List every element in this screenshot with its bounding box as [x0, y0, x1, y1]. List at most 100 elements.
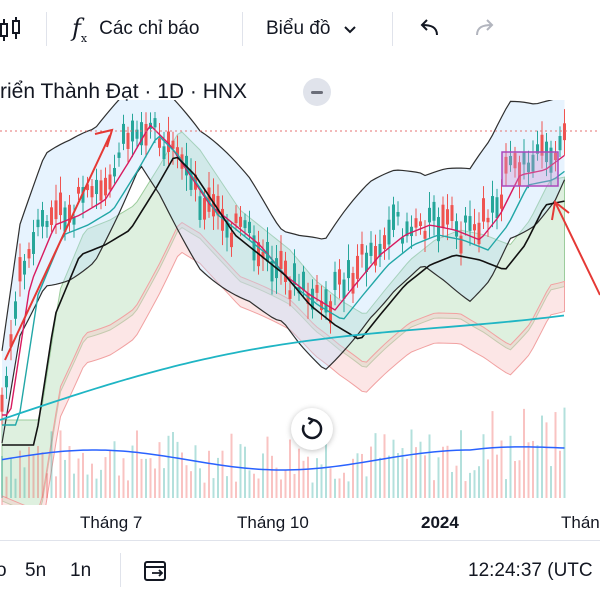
volume-bar — [77, 458, 80, 498]
volume-bar — [284, 470, 287, 498]
symbol-title[interactable]: riển Thành Đạt · 1D · HNX — [0, 80, 248, 103]
volume-bar — [104, 457, 107, 498]
volume-bar — [514, 461, 516, 498]
candle-body — [243, 220, 247, 229]
candle-body — [518, 162, 521, 186]
range-5n-button[interactable]: 5n — [25, 560, 47, 581]
candle-body — [225, 220, 229, 238]
volume-bar — [212, 478, 215, 498]
candle-body — [234, 213, 238, 224]
volume-bar — [289, 439, 291, 498]
volume-bar — [410, 429, 413, 498]
clock-time[interactable]: 12:24:37 (UTC — [468, 560, 593, 581]
volume-bar — [311, 482, 314, 498]
candle-body — [446, 209, 449, 225]
volume-bar — [46, 473, 48, 498]
volume-bar — [518, 460, 521, 498]
candle-body — [347, 260, 350, 279]
volume-bar — [32, 455, 35, 498]
reset-chart-button[interactable] — [291, 408, 333, 450]
goto-date-icon[interactable] — [143, 541, 169, 601]
undo-icon[interactable] — [416, 0, 442, 58]
candle-body — [423, 230, 427, 239]
volume-bar — [365, 476, 368, 498]
highlight-box — [501, 151, 559, 187]
candle-body — [419, 221, 422, 226]
redo-icon[interactable] — [472, 0, 498, 58]
candle-body — [198, 196, 202, 220]
candle-body — [491, 196, 494, 213]
range-partial[interactable]: o — [0, 560, 7, 581]
volume-bar — [392, 439, 395, 498]
candle-body — [90, 186, 94, 198]
candle-body — [455, 221, 458, 237]
volume-bar — [82, 452, 84, 498]
candle-body — [23, 260, 26, 275]
collapse-legend-button[interactable] — [303, 78, 331, 106]
candle-body — [468, 216, 472, 231]
candle-body — [495, 197, 499, 219]
candle-body — [464, 215, 467, 223]
candle-body — [261, 251, 265, 259]
volume-bar — [541, 415, 543, 498]
range-1n-button[interactable]: 1n — [70, 560, 92, 581]
volume-bar — [131, 445, 134, 498]
volume-bar — [455, 465, 458, 498]
volume-bar — [23, 467, 26, 498]
volume-bar — [226, 476, 228, 498]
volume-bar — [136, 430, 138, 498]
candle-body — [333, 271, 337, 291]
volume-bar — [532, 440, 534, 498]
candles-icon[interactable] — [0, 0, 26, 58]
price-chart[interactable] — [0, 100, 600, 505]
candle-body — [563, 123, 566, 141]
volume-bar — [239, 444, 242, 498]
volume-bar — [280, 479, 282, 498]
volume-bar — [253, 473, 255, 498]
candle-body — [338, 269, 341, 285]
candle-body — [279, 250, 283, 269]
volume-bar — [293, 473, 296, 498]
candle-body — [230, 232, 233, 248]
volume-bar — [167, 435, 170, 498]
candle-body — [387, 219, 391, 245]
volume-bar — [554, 412, 557, 498]
trend-arrow — [555, 203, 600, 296]
indicators-label: Các chỉ báo — [99, 18, 200, 39]
candle-body — [410, 226, 413, 237]
bollinger-bands — [1, 100, 566, 444]
volume-bar — [451, 471, 453, 498]
candle-body — [212, 194, 215, 217]
candle-body — [72, 217, 76, 225]
volume-bar — [275, 467, 278, 498]
candle-body — [315, 284, 319, 293]
volume-bar — [19, 450, 21, 498]
toolbar-divider — [392, 12, 393, 46]
volume-bar — [545, 422, 548, 498]
x-label: Tháng 7 — [80, 513, 143, 532]
candle-body — [482, 198, 485, 222]
candle-body — [252, 235, 256, 261]
volume-bar — [217, 457, 219, 498]
bottom-toolbar: o 5n 1n 12:24:37 (UTC — [0, 540, 600, 601]
volume-bar — [361, 453, 363, 498]
chart-type-button[interactable]: Biểu đồ — [266, 0, 358, 58]
x-label: 2024 — [421, 513, 459, 532]
candle-body — [311, 288, 314, 310]
candle-body — [365, 252, 368, 272]
volume-bar — [28, 446, 30, 498]
volume-bar — [320, 464, 323, 498]
cloud-area-red — [1, 221, 565, 505]
volume-bar — [64, 459, 66, 498]
candle-body — [351, 272, 355, 294]
toolbar-divider — [46, 12, 47, 46]
volume-bars — [1, 407, 566, 498]
volume-bar — [388, 455, 390, 498]
indicators-button[interactable]: fx Các chỉ báo — [72, 0, 199, 58]
moving-averages — [0, 124, 565, 446]
volume-bar — [271, 455, 273, 498]
volume-bar — [113, 441, 116, 498]
candle-body — [122, 123, 125, 144]
candle-body — [288, 290, 292, 299]
candle-body — [108, 174, 112, 190]
